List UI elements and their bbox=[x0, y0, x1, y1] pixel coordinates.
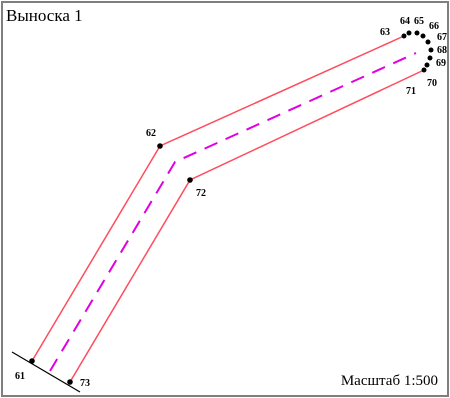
point-68-marker bbox=[428, 47, 434, 53]
boundary-line-upper bbox=[31, 35, 405, 362]
callout-title: Выноска 1 bbox=[6, 6, 83, 25]
point-65-marker bbox=[414, 30, 420, 36]
point-65-label: 65 bbox=[414, 16, 424, 27]
axis-line bbox=[49, 52, 417, 372]
point-72-marker bbox=[187, 177, 193, 183]
point-64-label: 64 bbox=[400, 16, 410, 27]
point-63-marker bbox=[401, 33, 407, 39]
point-71-marker bbox=[421, 67, 427, 73]
scale-label: Масштаб 1:500 bbox=[340, 373, 438, 389]
point-68-label: 68 bbox=[437, 45, 447, 56]
point-71-label: 71 bbox=[406, 86, 416, 97]
point-72-label: 72 bbox=[196, 188, 206, 199]
point-62-label: 62 bbox=[146, 128, 156, 139]
point-61-label: 61 bbox=[15, 371, 25, 382]
point-66-label: 66 bbox=[429, 21, 439, 32]
point-67-label: 67 bbox=[437, 32, 447, 43]
point-63-label: 63 bbox=[380, 27, 390, 38]
point-69-marker bbox=[427, 55, 433, 61]
point-73-label: 73 bbox=[80, 378, 90, 389]
point-62-marker bbox=[157, 143, 163, 149]
boundary-line-lower bbox=[69, 69, 425, 383]
point-66-marker bbox=[420, 33, 426, 39]
point-69-label: 69 bbox=[436, 58, 446, 69]
leader-line bbox=[11, 351, 81, 393]
point-67-marker bbox=[425, 39, 431, 45]
point-73-marker bbox=[67, 379, 73, 385]
point-70-label: 70 bbox=[427, 78, 437, 89]
point-70-marker bbox=[424, 62, 430, 68]
point-64-marker bbox=[406, 30, 412, 36]
point-61-marker bbox=[29, 358, 35, 364]
